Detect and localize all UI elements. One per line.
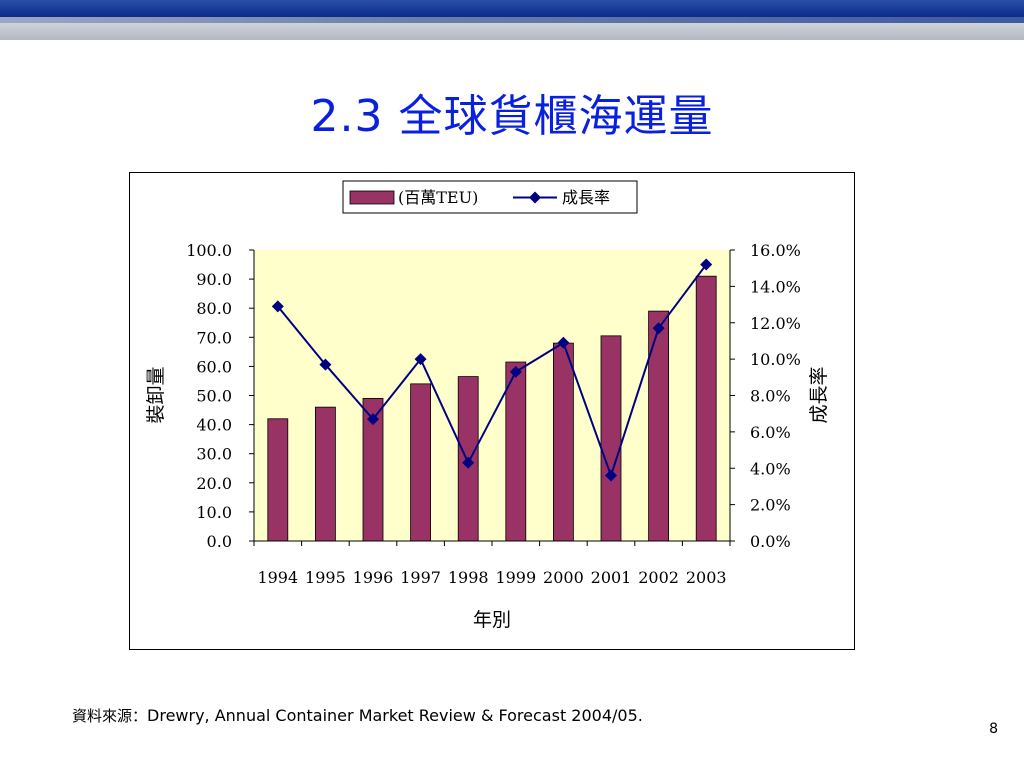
x-tick-label: 2003 xyxy=(686,568,727,587)
y-axis-ticks: 0.0 10.0 20.0 30.0 40.0 50.0 60.0 70.0 80.0 90.0 1… xyxy=(186,241,254,551)
line-point xyxy=(462,456,475,469)
legend-line-marker xyxy=(529,191,541,204)
page-title: 2.3 全球貨櫃海運量 xyxy=(310,91,714,142)
bar xyxy=(314,406,336,542)
x-tick-label: 2000 xyxy=(543,568,584,587)
y2-tick-label: 10.0% xyxy=(750,350,801,369)
x-tick-label: 2001 xyxy=(591,568,632,587)
y-tick-label: 0.0 xyxy=(207,532,232,551)
chart-legend: (百萬TEU) 成長率 xyxy=(342,180,638,214)
line-point xyxy=(605,469,617,482)
x-tick-label: 1994 xyxy=(257,568,298,587)
x-tick-label: 2002 xyxy=(638,568,679,587)
bar xyxy=(695,275,717,542)
y2-tick-label: 6.0% xyxy=(750,423,791,442)
x-tick-label: 1995 xyxy=(305,568,346,587)
line-point xyxy=(509,365,522,378)
line-point xyxy=(271,300,284,313)
line-point xyxy=(557,336,570,349)
y-tick-label: 80.0 xyxy=(196,299,232,318)
growth-line xyxy=(277,263,708,479)
y-axis-title: 裝卸量 xyxy=(145,366,167,423)
y-tick-label: 10.0 xyxy=(196,503,232,522)
y2-tick-label: 2.0% xyxy=(750,496,791,515)
y2-tick-label: 14.0% xyxy=(750,277,801,296)
y-tick-label: 70.0 xyxy=(196,328,232,347)
source-label: 資料來源： xyxy=(72,707,148,725)
y2-tick-label: 16.0% xyxy=(750,241,801,260)
y-tick-label: 60.0 xyxy=(196,357,232,376)
bar xyxy=(648,310,669,542)
page-number: 8 xyxy=(989,721,998,737)
y2-tick-label: 4.0% xyxy=(750,459,791,478)
bar xyxy=(410,383,432,542)
bar xyxy=(267,418,289,542)
y-tick-label: 40.0 xyxy=(196,416,232,435)
legend-label-bar: (百萬TEU) xyxy=(398,188,478,207)
header-band xyxy=(0,0,1024,40)
header-band-gray xyxy=(0,23,1024,40)
x-axis-ticks: 1994 1995 1996 1997 1998 1999 2000 2001 2002 2003 xyxy=(253,541,731,587)
bar-series xyxy=(267,275,717,542)
y-tick-label: 90.0 xyxy=(196,270,232,289)
x-tick-label: 1998 xyxy=(448,568,489,587)
header-band-stripe xyxy=(0,17,1024,23)
line-point xyxy=(652,322,665,335)
line-point xyxy=(700,258,713,271)
x-tick-label: 1997 xyxy=(400,568,441,587)
source-note: 資料來源：Drewry, Annual Container Market Rev… xyxy=(72,705,643,726)
line-point xyxy=(367,413,379,426)
x-tick-label: 1996 xyxy=(353,568,394,587)
legend-bar-swatch xyxy=(349,190,395,205)
y-tick-label: 20.0 xyxy=(196,474,232,493)
legend-label-line: 成長率 xyxy=(562,188,610,207)
bar xyxy=(505,361,527,542)
source-text: Drewry, Annual Container Market Review &… xyxy=(147,706,643,725)
line-point xyxy=(319,358,332,371)
y2-tick-label: 12.0% xyxy=(750,314,801,333)
chart-frame: (百萬TEU) 成長率 0.0 10.0 20.0 30.0 40.0 50.0 60.0 7… xyxy=(129,172,855,650)
x-tick-label: 1999 xyxy=(495,568,536,587)
y2-axis-title: 成長率 xyxy=(808,366,830,423)
y2-tick-label: 0.0% xyxy=(750,532,791,551)
y-tick-label: 100.0 xyxy=(186,241,232,260)
header-band-blue xyxy=(0,0,1024,17)
chart: (百萬TEU) 成長率 0.0 10.0 20.0 30.0 40.0 50.0 60.0 7… xyxy=(145,180,830,631)
line-series xyxy=(271,258,713,482)
bar xyxy=(600,335,622,542)
y-tick-label: 30.0 xyxy=(196,445,232,464)
bar xyxy=(552,342,574,542)
x-axis-title: 年別 xyxy=(473,609,511,631)
y2-axis-ticks: 0.0% 2.0% 4.0% 6.0% 8.0% 10.0% 12.0% 14.0% 16.0% xyxy=(730,241,801,551)
y-tick-label: 50.0 xyxy=(196,387,232,406)
line-point xyxy=(414,353,427,366)
y2-tick-label: 8.0% xyxy=(750,387,791,406)
